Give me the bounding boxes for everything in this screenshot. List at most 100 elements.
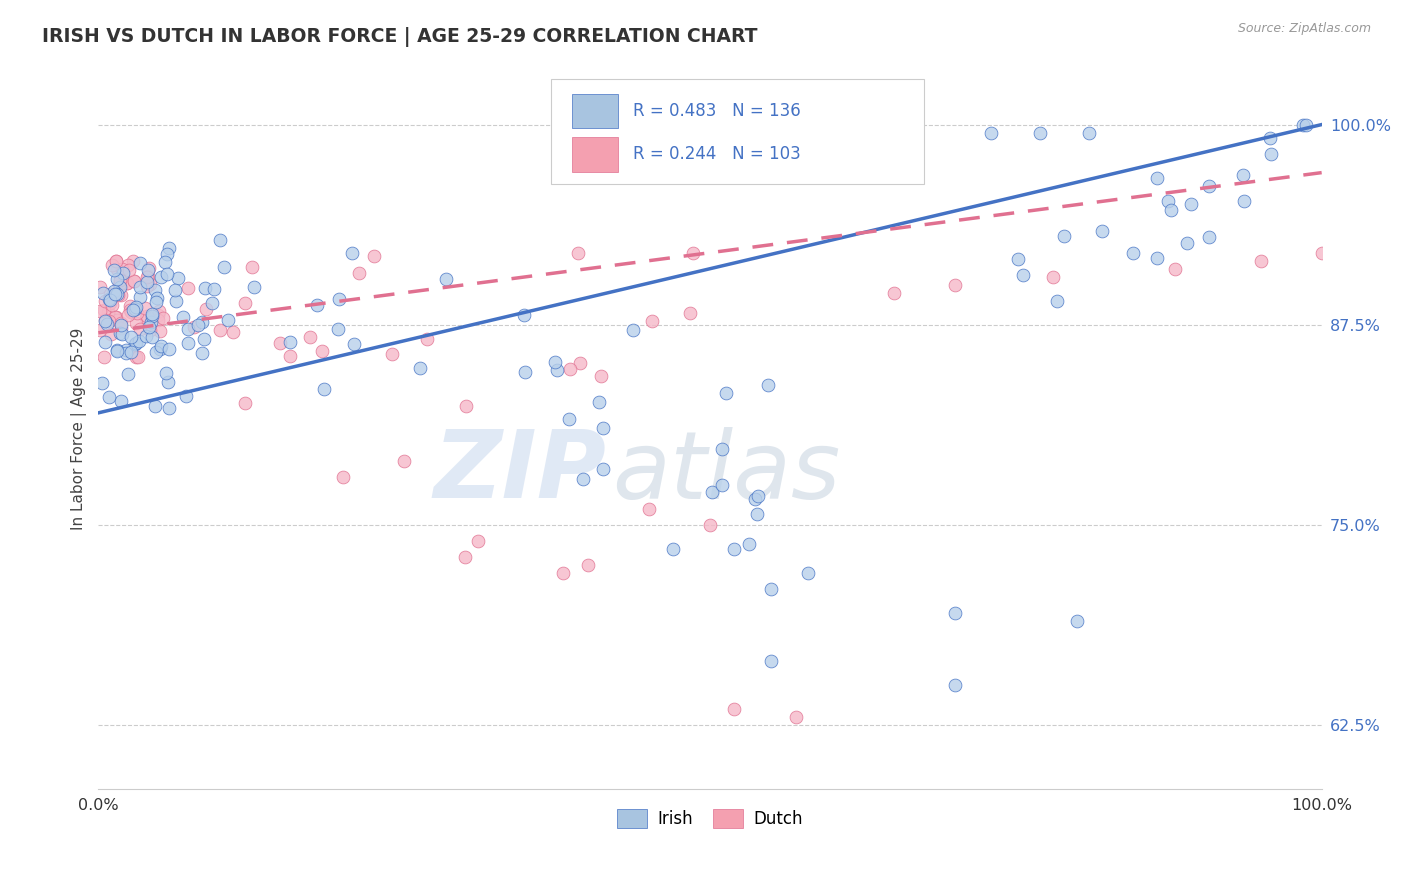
Point [176, 389, 198, 403]
Point [145, 295, 167, 310]
Point [177, 322, 200, 336]
Point [94, 293, 117, 308]
Point [1292, 118, 1315, 132]
Point [128, 334, 150, 348]
Point [278, 349, 301, 363]
Point [588, 394, 610, 409]
Point [138, 319, 160, 334]
Point [94, 335, 117, 350]
Point [135, 328, 157, 343]
Point [90, 376, 112, 390]
Point [145, 344, 167, 359]
Point [558, 361, 581, 376]
Point [723, 702, 745, 716]
Point [747, 489, 769, 503]
Point [167, 271, 190, 285]
Point [149, 343, 172, 357]
Point [980, 126, 1002, 140]
Point [202, 282, 225, 296]
Point [97, 314, 120, 328]
Point [97, 304, 120, 318]
Point [553, 566, 575, 580]
Point [305, 298, 328, 312]
Point [110, 273, 132, 287]
Point [110, 316, 132, 330]
Point [157, 343, 180, 357]
Point [1180, 197, 1202, 211]
Point [434, 272, 457, 286]
Point [662, 541, 685, 556]
Point [208, 322, 231, 336]
Point [141, 330, 163, 344]
Point [105, 262, 128, 277]
Point [136, 279, 159, 293]
Point [943, 277, 966, 292]
Point [1046, 294, 1069, 309]
Point [122, 274, 145, 288]
Point [1122, 246, 1144, 260]
Point [710, 442, 733, 456]
Point [136, 275, 159, 289]
Point [785, 710, 807, 724]
Point [343, 337, 366, 351]
Point [111, 267, 134, 281]
Point [191, 345, 214, 359]
Point [117, 258, 139, 272]
Point [193, 332, 215, 346]
Point [108, 273, 131, 287]
Point [104, 253, 127, 268]
Point [115, 346, 138, 360]
Point [1066, 614, 1088, 628]
Point [115, 276, 138, 290]
Point [127, 350, 149, 364]
Point [882, 285, 904, 300]
Point [136, 263, 159, 277]
Point [1260, 147, 1282, 161]
Point [121, 303, 143, 318]
Point [572, 472, 595, 486]
Point [117, 308, 139, 322]
Point [756, 378, 779, 392]
Point [139, 323, 162, 337]
Point [201, 295, 224, 310]
Point [623, 323, 645, 337]
Point [381, 347, 404, 361]
Point [138, 268, 160, 283]
Point [110, 393, 132, 408]
FancyBboxPatch shape [551, 79, 924, 184]
Point [110, 318, 132, 332]
Point [149, 324, 172, 338]
Point [124, 337, 146, 351]
Point [120, 299, 142, 313]
Point [363, 249, 385, 263]
Point [93, 302, 115, 317]
Point [738, 537, 761, 551]
Point [568, 356, 591, 370]
Point [943, 678, 966, 692]
Point [1146, 251, 1168, 265]
Point [1232, 168, 1254, 182]
Point [124, 301, 146, 316]
Point [110, 321, 132, 335]
Point [143, 400, 166, 414]
Point [700, 485, 723, 500]
Point [100, 326, 122, 341]
Point [392, 454, 415, 468]
Point [107, 288, 129, 302]
Point [135, 310, 157, 324]
Point [146, 308, 169, 322]
Point [1164, 261, 1187, 276]
Point [110, 326, 132, 340]
Point [747, 507, 769, 521]
Point [125, 350, 148, 364]
Point [723, 541, 745, 556]
Point [943, 606, 966, 620]
Point [641, 314, 664, 328]
Point [233, 296, 256, 310]
Point [141, 307, 163, 321]
Point [243, 279, 266, 293]
Text: Source: ZipAtlas.com: Source: ZipAtlas.com [1237, 22, 1371, 36]
Bar [572, 137, 619, 171]
Point [107, 271, 129, 285]
Text: R = 0.483   N = 136: R = 0.483 N = 136 [633, 102, 800, 120]
